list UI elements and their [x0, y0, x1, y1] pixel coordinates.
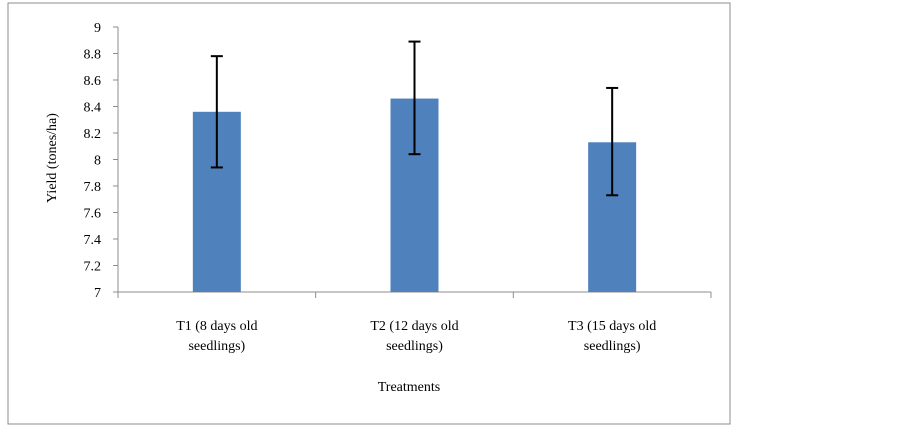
- y-axis: 7 7.2 7.4 7.6 7.8 8 8.2 8.4 8.6 8.8 9: [84, 21, 119, 301]
- y-tick-label: 8.2: [84, 127, 102, 142]
- y-tick-label: 8.4: [84, 101, 102, 116]
- y-tick-label: 7.2: [84, 260, 102, 275]
- y-tick-label: 7.4: [84, 233, 102, 248]
- bars: [192, 98, 637, 292]
- category-label: T1 (8 days old seedlings): [176, 319, 257, 354]
- x-axis-title: Treatments: [378, 380, 440, 395]
- category-label-line: seedlings): [188, 339, 245, 354]
- x-ticks: [117, 292, 712, 298]
- category-label-line: seedlings): [386, 339, 443, 354]
- y-tick-label: 9: [94, 21, 101, 36]
- error-bars: [210, 40, 619, 197]
- category-label-line: T2 (12 days old: [370, 319, 458, 334]
- y-tick-label: 7: [94, 286, 101, 301]
- y-tick-label: 7.6: [84, 207, 102, 222]
- category-label-line: T3 (15 days old: [568, 319, 656, 334]
- y-tick-label: 8: [94, 154, 101, 169]
- category-labels: T1 (8 days old seedlings) T2 (12 days old s…: [176, 319, 656, 354]
- y-ticks: 7 7.2 7.4 7.6 7.8 8 8.2 8.4 8.6 8.8 9: [84, 21, 118, 301]
- y-axis-title: Yield (tones/ha): [45, 113, 60, 203]
- y-tick-label: 7.8: [84, 180, 102, 195]
- category-label-line: seedlings): [584, 339, 641, 354]
- y-tick-label: 8.8: [84, 48, 102, 63]
- category-label: T2 (12 days old seedlings): [370, 319, 458, 354]
- category-label: T3 (15 days old seedlings): [568, 319, 656, 354]
- y-tick-label: 8.6: [84, 74, 102, 89]
- category-label-line: T1 (8 days old: [176, 319, 257, 334]
